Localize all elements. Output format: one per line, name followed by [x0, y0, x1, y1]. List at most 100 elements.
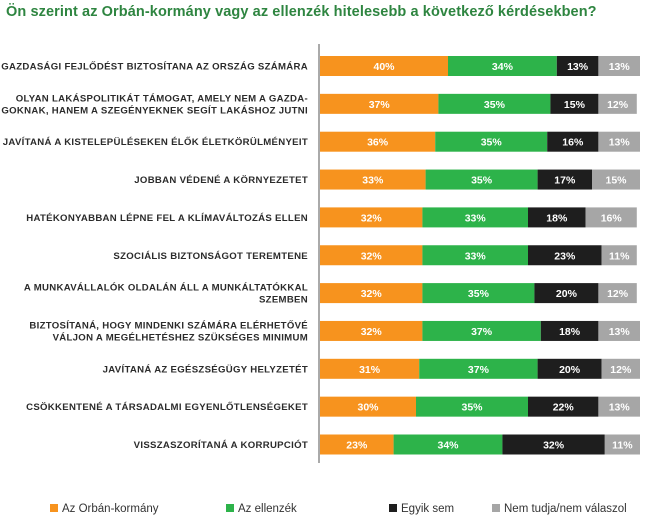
- bar-segment: [435, 131, 548, 152]
- data-label: 15%: [605, 175, 627, 187]
- bar-segment: [419, 358, 538, 379]
- data-label: 11%: [612, 440, 633, 452]
- bar-segment: [540, 320, 599, 341]
- data-label: 33%: [465, 212, 487, 224]
- legend-label: Az ellenzék: [238, 503, 297, 515]
- data-label: 13%: [609, 61, 631, 73]
- bar-segment: [528, 396, 599, 417]
- data-label: 32%: [361, 212, 383, 224]
- data-label: 22%: [553, 402, 575, 414]
- category-label: CSÖKKENTENÉ A TÁRSADALMI EGYENLŐTLENSÉGE…: [26, 401, 308, 413]
- bar-segment: [320, 434, 394, 455]
- category-label: JOBBAN VÉDENÉ A KÖRNYEZETET: [134, 174, 308, 186]
- bar-segment: [393, 434, 503, 455]
- data-label: 15%: [564, 99, 586, 111]
- data-label: 20%: [556, 288, 578, 300]
- bar-segment: [416, 396, 528, 417]
- bar-segment: [528, 207, 586, 228]
- bar-segment: [601, 358, 640, 379]
- data-label: 33%: [465, 250, 487, 262]
- category-label: HATÉKONYABBAN LÉPNE FEL A KLÍMAVÁLTOZÁS …: [26, 212, 308, 224]
- bar-segment: [502, 434, 605, 455]
- data-label: 35%: [471, 175, 493, 187]
- data-label: 16%: [601, 212, 623, 224]
- bar-segment: [320, 358, 420, 379]
- category-label: GAZDASÁGI FEJLŐDÉST BIZTOSÍTANA AZ ORSZÁ…: [1, 61, 308, 73]
- data-label: 32%: [361, 250, 383, 262]
- data-label: 32%: [361, 326, 383, 338]
- bar-segment: [585, 207, 637, 228]
- data-label: 23%: [346, 440, 368, 452]
- data-label: 37%: [369, 99, 391, 111]
- data-label: 13%: [609, 402, 631, 414]
- bar-segment: [537, 358, 602, 379]
- bar-segment: [320, 320, 423, 341]
- bar-segment: [320, 245, 423, 266]
- bar-segment: [598, 320, 640, 341]
- bar-segment: [604, 434, 640, 455]
- data-label: 12%: [607, 99, 629, 111]
- data-label: 23%: [554, 250, 576, 262]
- data-label: 11%: [609, 250, 630, 262]
- data-label: 16%: [562, 137, 584, 149]
- data-label: 13%: [567, 61, 589, 73]
- category-label: JAVÍTANÁ AZ EGÉSZSÉGÜGY HELYZETÉT: [103, 363, 308, 375]
- data-label: 32%: [361, 288, 383, 300]
- data-label: 35%: [484, 99, 506, 111]
- legend-label: Nem tudja/nem válaszol: [504, 503, 627, 515]
- bar-segment: [556, 56, 599, 76]
- bar-segment: [601, 245, 637, 266]
- bar-segment: [550, 93, 599, 114]
- bar-segment: [422, 283, 535, 304]
- bar-segment: [422, 320, 541, 341]
- bar-segment: [425, 169, 538, 190]
- data-label: 18%: [559, 326, 581, 338]
- bar-segment: [547, 131, 599, 152]
- data-label: 17%: [554, 175, 576, 187]
- data-label: 32%: [543, 440, 565, 452]
- bar-segment: [320, 169, 426, 190]
- data-label: 34%: [437, 440, 459, 452]
- data-label: 34%: [492, 61, 514, 73]
- bar-segment: [320, 93, 439, 114]
- bar-segment: [598, 283, 637, 304]
- category-label: JAVÍTANÁ A KISTELEPÜLÉSEKEN ÉLŐK ÉLETKÖR…: [3, 136, 308, 148]
- category-label: OLYAN LAKÁSPOLITIKÁT TÁMOGAT, AMELY NEM …: [1, 92, 308, 116]
- bar-segment: [320, 56, 448, 76]
- legend-swatch: [389, 504, 397, 512]
- legend-label: Az Orbán-kormány: [62, 503, 159, 515]
- data-label: 40%: [373, 61, 395, 73]
- bar-segment: [598, 131, 640, 152]
- data-label: 12%: [607, 288, 629, 300]
- data-label: 37%: [468, 364, 490, 376]
- legend-swatch: [226, 504, 234, 512]
- category-label: SZOCIÁLIS BIZTONSÁGOT TEREMTENE: [113, 250, 308, 262]
- data-label: 30%: [357, 402, 379, 414]
- bar-segment: [537, 169, 592, 190]
- bar-segment: [422, 207, 528, 228]
- data-label: 12%: [610, 364, 632, 376]
- data-label: 33%: [362, 175, 384, 187]
- bar-segment: [422, 245, 528, 266]
- bar-segment: [320, 396, 416, 417]
- data-label: 13%: [609, 326, 631, 338]
- legend-label: Egyik sem: [401, 503, 454, 515]
- bar-segment: [320, 131, 436, 152]
- data-label: 31%: [359, 364, 381, 376]
- data-label: 20%: [559, 364, 581, 376]
- bar-segment: [598, 396, 640, 417]
- bar-segment: [320, 207, 423, 228]
- bar-segment: [528, 245, 602, 266]
- legend-swatch: [50, 504, 58, 512]
- bar-segment: [534, 283, 599, 304]
- bar-segment: [448, 56, 557, 76]
- bar-segment: [598, 93, 637, 114]
- category-label: BIZTOSÍTANÁ, HOGY MINDENKI SZÁMÁRA ELÉRH…: [29, 319, 308, 343]
- legend-swatch: [492, 504, 500, 512]
- chart-title: Ön szerint az Orbán-kormány vagy az elle…: [6, 4, 597, 20]
- data-label: 35%: [461, 402, 483, 414]
- category-label: VISSZASZORÍTANÁ A KORRUPCIÓT: [134, 439, 308, 451]
- data-label: 35%: [481, 137, 503, 149]
- bar-segment: [598, 56, 640, 76]
